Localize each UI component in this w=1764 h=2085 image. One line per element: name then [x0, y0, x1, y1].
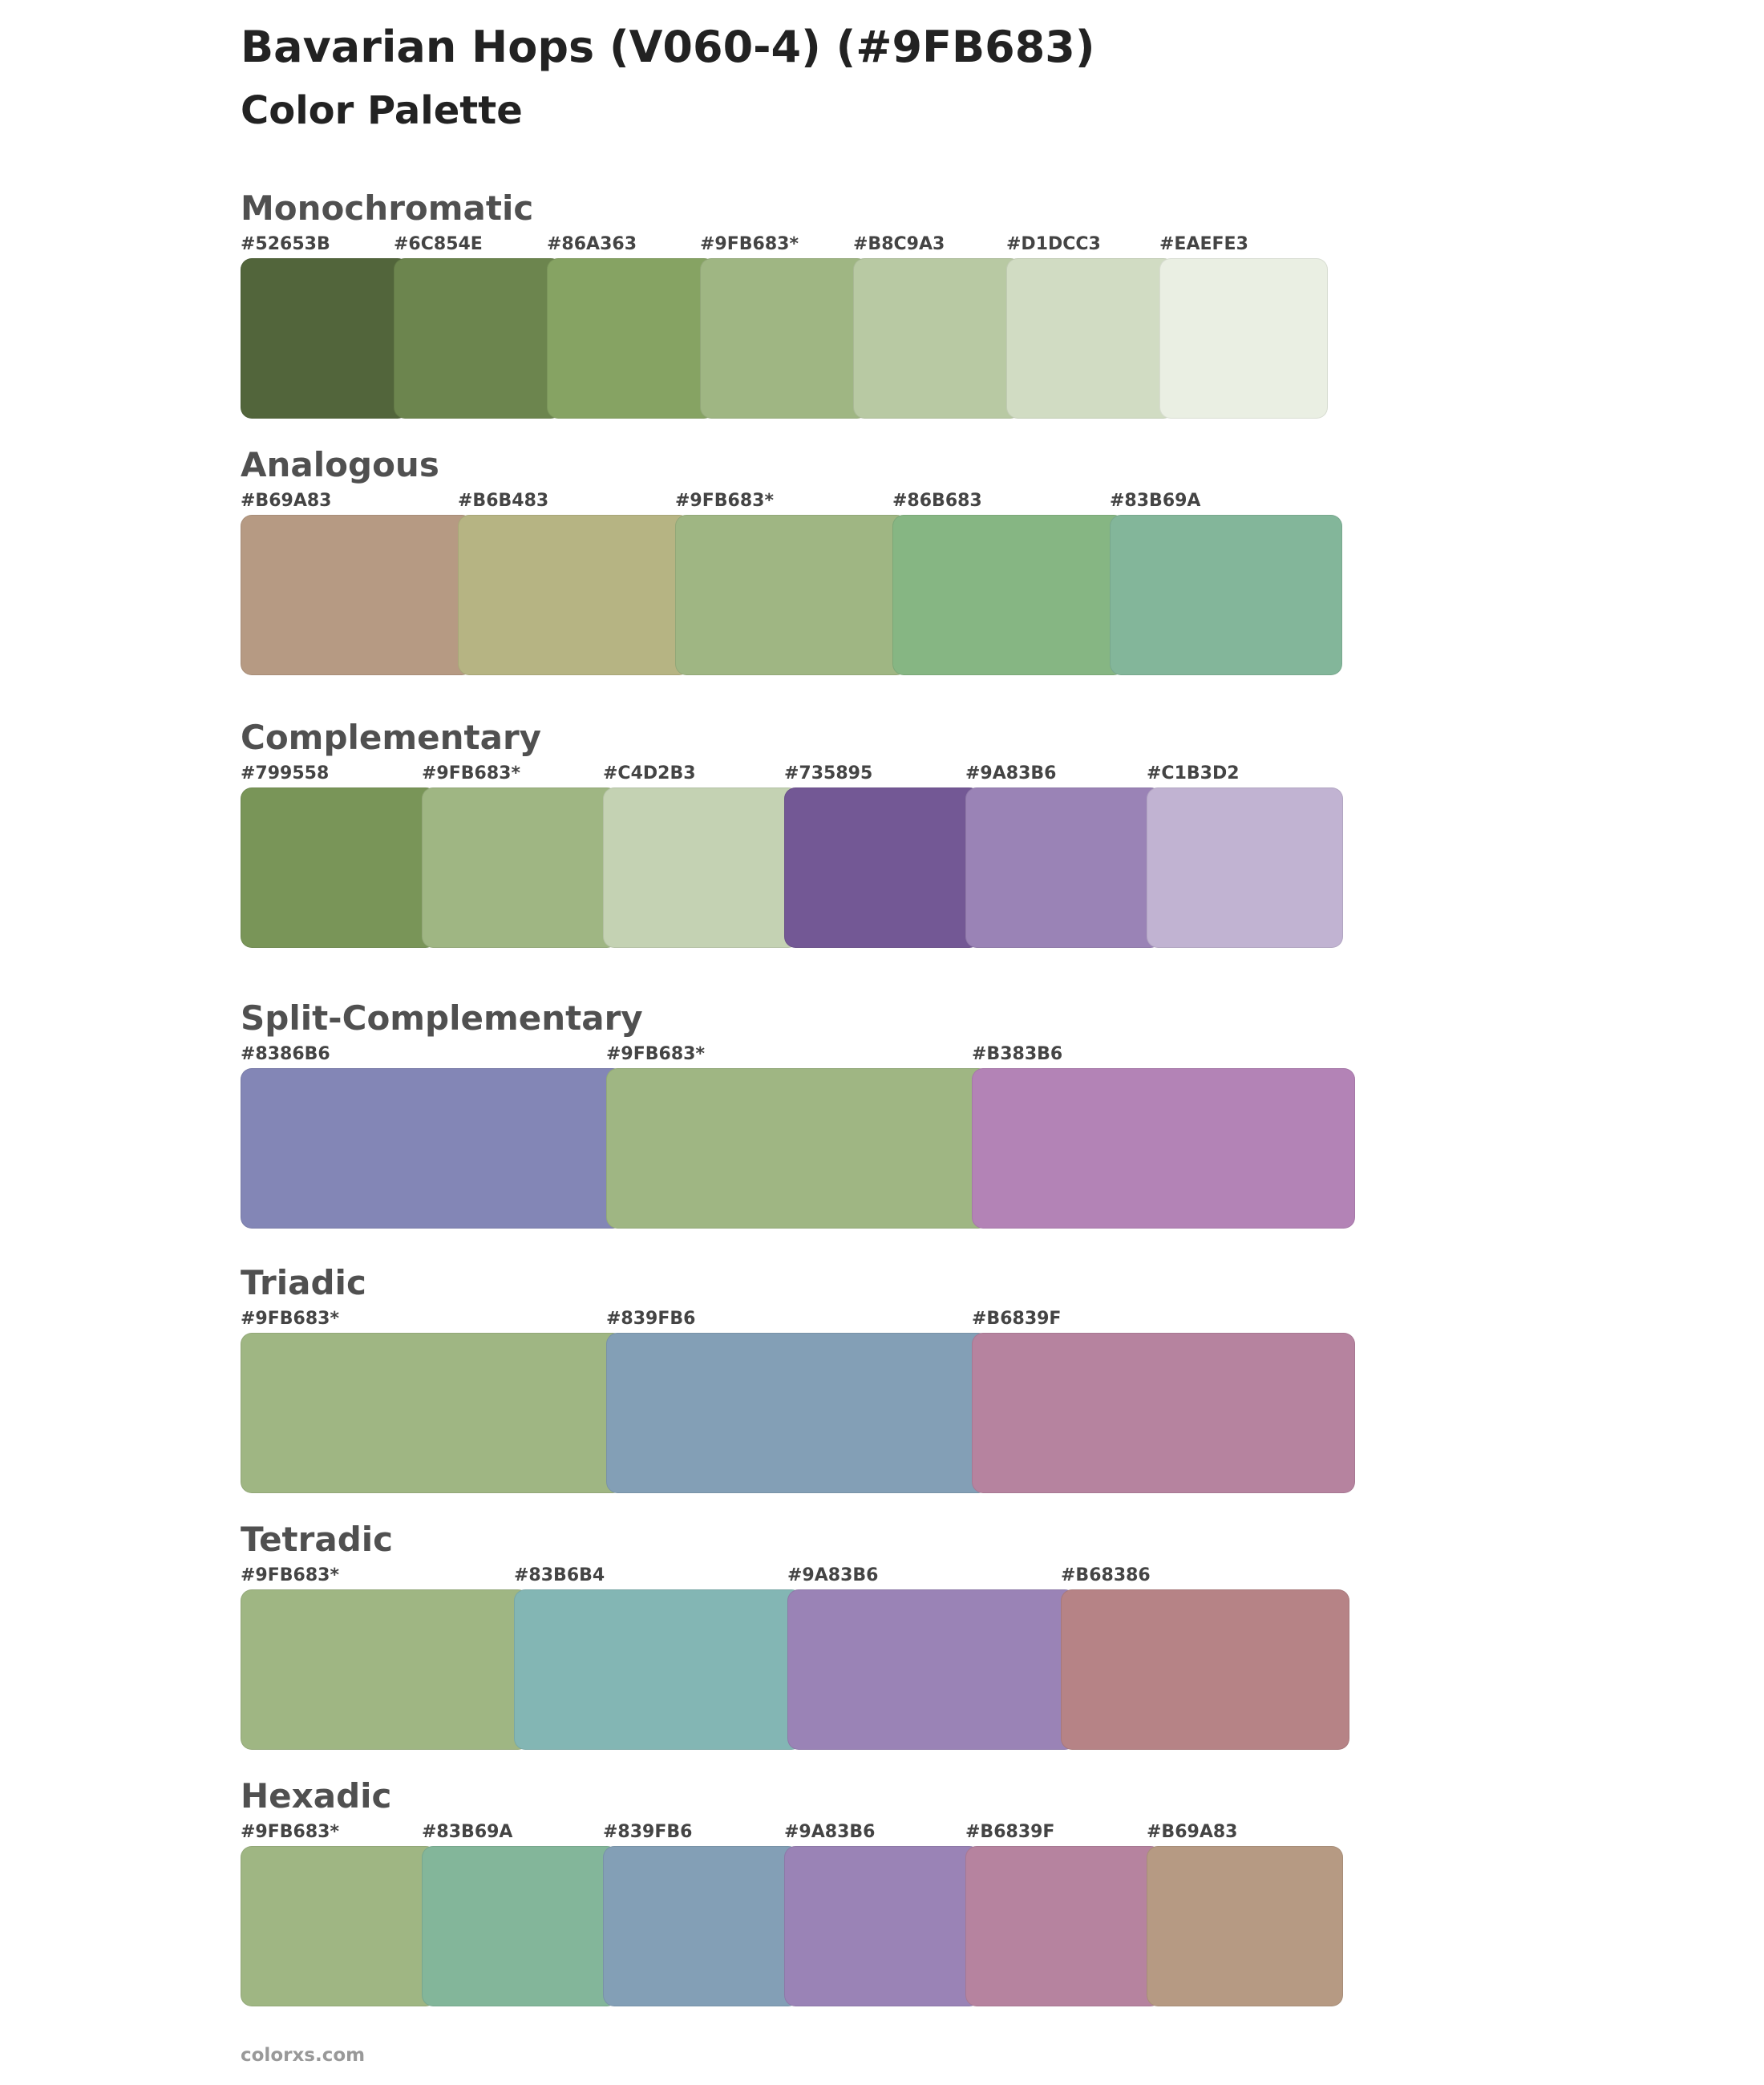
swatch-hex-label: #B6B483: [458, 491, 549, 511]
swatch-hex-label: #9A83B6: [965, 763, 1057, 783]
swatch-hex-label: #B8C9A3: [853, 234, 945, 254]
color-swatch[interactable]: [422, 787, 618, 948]
color-swatch[interactable]: [784, 787, 981, 948]
color-swatch[interactable]: [853, 258, 1022, 419]
color-swatch[interactable]: [458, 515, 690, 675]
swatch-hex-label: #6C854E: [394, 234, 483, 254]
swatch-row: [241, 787, 1343, 948]
palette-split-complementary: Split-Complementary #8386B6 #9FB683* #B383B…: [241, 996, 1355, 1229]
color-swatch[interactable]: [965, 1846, 1162, 2006]
color-swatch[interactable]: [1061, 1589, 1349, 1750]
page-subtitle: Color Palette: [241, 88, 523, 133]
palette-tetradic: Tetradic #9FB683* #83B6B4 #9A83B6 #B68386: [241, 1517, 1349, 1750]
color-swatch[interactable]: [787, 1589, 1076, 1750]
color-swatch[interactable]: [784, 1846, 981, 2006]
swatch-hex-label: #86B683: [892, 491, 982, 511]
palette-hexadic: Hexadic #9FB683* #83B69A #839FB6 #9A83B6 #B68…: [241, 1774, 1343, 2006]
swatch-row: [241, 1846, 1343, 2006]
color-swatch[interactable]: [1147, 787, 1343, 948]
swatch-hex-label: #52653B: [241, 234, 330, 254]
footer-site-link[interactable]: colorxs.com: [241, 2045, 366, 2066]
palette-title: Complementary: [241, 718, 542, 757]
palette-complementary: Complementary #799558 #9FB683* #C4D2B3 #7358…: [241, 715, 1343, 948]
swatch-label-row: #9FB683* #83B69A #839FB6 #9A83B6 #B6839F #B69…: [241, 1820, 1237, 1844]
palette-analogous: Analogous #B69A83 #B6B483 #9FB683* #86B683 #8…: [241, 443, 1342, 675]
palette-title: Split-Complementary: [241, 998, 643, 1038]
color-swatch[interactable]: [422, 1846, 618, 2006]
swatch-hex-label: #9FB683*: [700, 234, 799, 254]
swatch-label-row: #52653B #6C854E #86A363 #9FB683* #B8C9A3 #D1D…: [241, 233, 1248, 257]
color-swatch[interactable]: [241, 1589, 529, 1750]
palette-title: Monochromatic: [241, 188, 534, 228]
palette-title: Triadic: [241, 1263, 366, 1302]
palette-title: Analogous: [241, 445, 439, 484]
color-swatch[interactable]: [1159, 258, 1328, 419]
swatch-hex-label: #C1B3D2: [1147, 763, 1240, 783]
swatch-hex-label: #9FB683*: [241, 1309, 339, 1329]
color-swatch[interactable]: [514, 1589, 803, 1750]
swatch-hex-label: #9FB683*: [241, 1565, 339, 1585]
swatch-hex-label: #B6839F: [965, 1822, 1055, 1842]
color-swatch[interactable]: [241, 1068, 624, 1229]
swatch-hex-label: #839FB6: [606, 1309, 696, 1329]
palette-title: Hexadic: [241, 1776, 392, 1816]
swatch-hex-label: #B383B6: [972, 1044, 1063, 1064]
swatch-label-row: #9FB683* #839FB6 #B6839F: [241, 1307, 1061, 1331]
swatch-hex-label: #83B69A: [1110, 491, 1201, 511]
swatch-hex-label: #EAEFE3: [1159, 234, 1248, 254]
color-swatch[interactable]: [241, 515, 473, 675]
color-swatch[interactable]: [972, 1333, 1355, 1493]
swatch-hex-label: #735895: [784, 763, 873, 783]
color-swatch[interactable]: [892, 515, 1125, 675]
swatch-row: [241, 515, 1342, 675]
swatch-label-row: #8386B6 #9FB683* #B383B6: [241, 1042, 1062, 1067]
swatch-hex-label: #B68386: [1061, 1565, 1151, 1585]
swatch-hex-label: #9FB683*: [422, 763, 520, 783]
color-swatch[interactable]: [394, 258, 562, 419]
swatch-hex-label: #83B69A: [422, 1822, 513, 1842]
swatch-hex-label: #8386B6: [241, 1044, 330, 1064]
swatch-hex-label: #86A363: [547, 234, 637, 254]
swatch-hex-label: #9FB683*: [241, 1822, 339, 1842]
swatch-hex-label: #D1DCC3: [1006, 234, 1101, 254]
color-swatch[interactable]: [603, 787, 799, 948]
color-swatch[interactable]: [606, 1333, 989, 1493]
color-swatch[interactable]: [547, 258, 715, 419]
color-swatch[interactable]: [965, 787, 1162, 948]
color-swatch[interactable]: [675, 515, 908, 675]
swatch-hex-label: #9FB683*: [606, 1044, 705, 1064]
swatch-hex-label: #9A83B6: [787, 1565, 879, 1585]
palette-monochromatic: Monochromatic #52653B #6C854E #86A363 #9FB68…: [241, 186, 1328, 419]
palette-triadic: Triadic #9FB683* #839FB6 #B6839F: [241, 1261, 1355, 1493]
swatch-hex-label: #9FB683*: [675, 491, 774, 511]
color-swatch[interactable]: [241, 1333, 624, 1493]
swatch-row: [241, 1589, 1349, 1750]
color-swatch[interactable]: [700, 258, 868, 419]
color-swatch[interactable]: [1147, 1846, 1343, 2006]
color-swatch[interactable]: [241, 1846, 437, 2006]
swatch-hex-label: #839FB6: [603, 1822, 693, 1842]
color-swatch[interactable]: [1110, 515, 1342, 675]
swatch-hex-label: #B6839F: [972, 1309, 1062, 1329]
swatch-label-row: #799558 #9FB683* #C4D2B3 #735895 #9A83B6 #C1B…: [241, 762, 1240, 786]
color-swatch[interactable]: [241, 787, 437, 948]
swatch-row: [241, 1068, 1355, 1229]
swatch-label-row: #B69A83 #B6B483 #9FB683* #86B683 #83B69A: [241, 489, 1200, 513]
color-swatch[interactable]: [603, 1846, 799, 2006]
swatch-hex-label: #B69A83: [1147, 1822, 1238, 1842]
swatch-hex-label: #799558: [241, 763, 330, 783]
color-swatch[interactable]: [972, 1068, 1355, 1229]
color-swatch[interactable]: [1006, 258, 1175, 419]
palette-title: Tetradic: [241, 1520, 394, 1559]
color-swatch[interactable]: [241, 258, 409, 419]
swatch-hex-label: #C4D2B3: [603, 763, 696, 783]
page-title: Bavarian Hops (V060-4) (#9FB683): [241, 22, 1095, 72]
swatch-hex-label: #83B6B4: [514, 1565, 605, 1585]
color-swatch[interactable]: [606, 1068, 989, 1229]
swatch-row: [241, 258, 1328, 419]
swatch-label-row: #9FB683* #83B6B4 #9A83B6 #B68386: [241, 1564, 1151, 1588]
swatch-hex-label: #B69A83: [241, 491, 332, 511]
swatch-hex-label: #9A83B6: [784, 1822, 876, 1842]
swatch-row: [241, 1333, 1355, 1493]
